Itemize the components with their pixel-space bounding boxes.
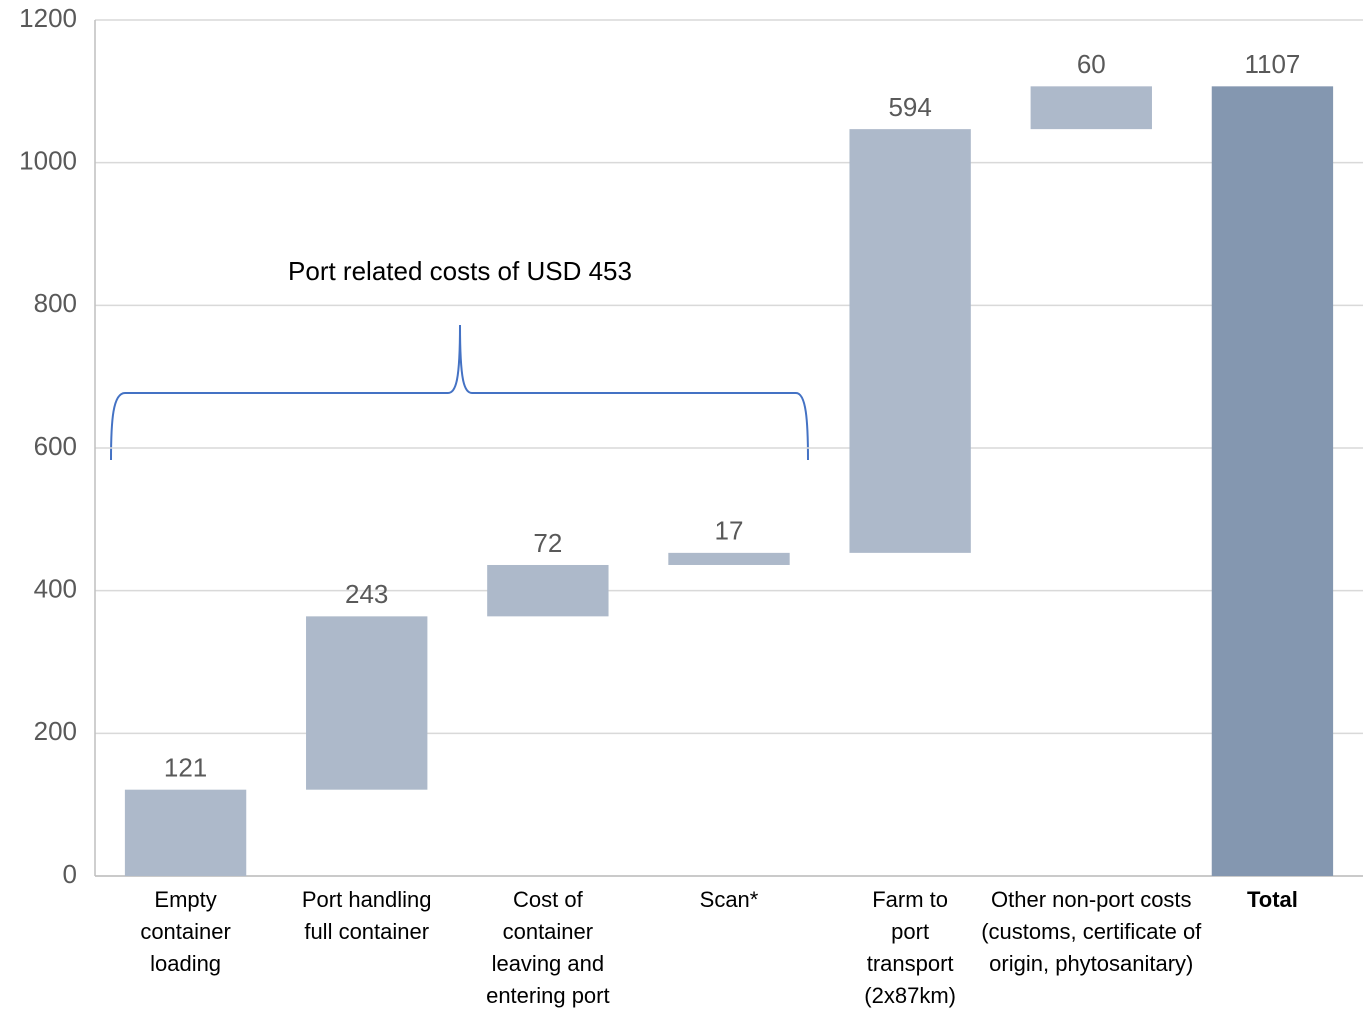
y-tick-label: 400 [34,574,77,604]
value-label: 243 [345,579,388,609]
x-tick-label: Port handling full container [302,887,432,944]
value-label: 594 [888,92,931,122]
bar [849,129,971,553]
brace [110,324,809,461]
y-tick-label: 200 [34,716,77,746]
y-tick-label: 800 [34,288,77,318]
bar [306,616,428,790]
bar [124,789,247,876]
x-tick-label: Scan* [700,887,759,912]
value-label: 121 [164,753,207,783]
bar [487,564,609,617]
value-label: 17 [715,516,744,546]
value-label: 1107 [1244,49,1300,79]
x-tick-label: Farm to port transport (2x87km) [864,887,956,1008]
y-tick-label: 1200 [19,3,77,33]
x-tick-label: Other non-port costs (customs, certificat… [981,887,1202,976]
annotation: Port related costs of USD 453 [288,256,632,286]
bar [1030,86,1152,130]
y-tick-label: 1000 [19,146,77,176]
value-label: 72 [533,528,562,558]
x-tick-label: Cost of container leaving and entering port [486,887,610,1008]
y-tick-label: 600 [34,431,77,461]
bar [668,552,790,565]
x-tick-label: Total [1247,887,1298,912]
x-tick-label: Empty container loading [140,887,231,976]
y-tick-label: 0 [63,859,77,889]
value-label: 60 [1077,49,1106,79]
total-bar [1211,86,1334,877]
